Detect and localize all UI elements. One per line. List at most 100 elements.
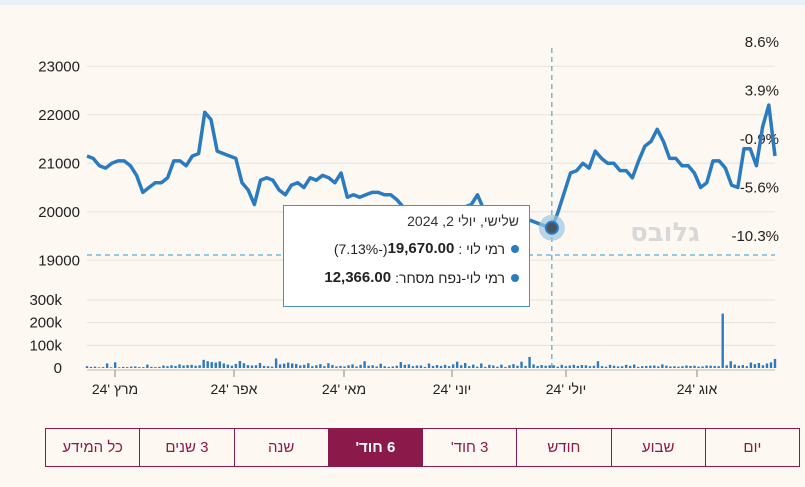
volume-bar [496, 366, 499, 368]
volume-bar [319, 364, 322, 368]
volume-bar [592, 365, 596, 368]
volume-bar [371, 365, 374, 368]
volume-bar [524, 365, 527, 368]
volume-bar [399, 362, 403, 368]
volume-bar [439, 365, 443, 368]
volume-bar [270, 366, 274, 368]
volume-bar [93, 366, 97, 368]
volume-bar [608, 364, 612, 368]
volume-bar [568, 365, 572, 368]
volume-bar [693, 365, 696, 368]
x-tick-label: יולי '24 [546, 381, 586, 397]
y-right-tick-label: -10.3% [731, 228, 779, 245]
tooltip-volume-label: רמי לוי-נפח מסחר: [395, 269, 505, 286]
volume-bar [246, 365, 250, 368]
range-tab[interactable]: כל המידע [62, 439, 123, 456]
volume-bar [154, 367, 157, 368]
volume-bar [387, 366, 390, 368]
volume-bar [174, 365, 177, 368]
volume-bar [419, 365, 423, 368]
volume-bar [685, 365, 688, 368]
volume-bar [713, 365, 716, 368]
volume-bar [343, 366, 346, 368]
volume-bar [194, 365, 197, 368]
volume-bar [278, 364, 282, 368]
volume-bar [649, 365, 652, 368]
volume-bar [709, 365, 712, 368]
volume-bar [701, 366, 704, 368]
volume-bar [560, 364, 563, 368]
volume-bar [681, 366, 684, 368]
data-tooltip: שלישי, יולי 2, 2024 רמי לוי : 19,670.00 … [283, 205, 530, 307]
volume-bar [407, 364, 411, 368]
volume-bar [552, 365, 555, 368]
volume-bar [468, 366, 471, 368]
volume-bar [146, 364, 149, 368]
volume-bar [295, 363, 298, 368]
volume-bar [122, 366, 125, 368]
volume-bar [323, 366, 326, 368]
volume-bar [101, 367, 105, 368]
volume-bar [286, 362, 290, 368]
volume-bar [520, 361, 523, 368]
volume-bar [202, 359, 205, 368]
volume-bar [230, 365, 234, 368]
range-tab[interactable]: 3 שנים [139, 429, 233, 466]
range-tab[interactable]: שנה [233, 429, 328, 466]
range-tabs: יום שבוע חודש 3 חוד' 6 חוד' שנה 3 שנים כל המידע [45, 428, 800, 467]
volume-bar [109, 367, 113, 368]
volume-bar [717, 366, 720, 368]
volume-bar [299, 365, 302, 368]
volume-bar [637, 366, 640, 368]
x-tick-label: מרץ '24 [92, 381, 138, 397]
globes-watermark: גלובס [630, 218, 700, 248]
volume-bar [242, 363, 246, 368]
volume-bar [459, 365, 463, 368]
volume-bar [311, 366, 314, 368]
volume-bar [150, 366, 153, 368]
volume-bar [226, 364, 230, 368]
x-tick-label: אוג '24 [677, 381, 718, 397]
volume-bar [339, 365, 342, 368]
volume-bar [403, 364, 407, 368]
range-tab[interactable]: שבוע [610, 429, 705, 466]
volume-bar [753, 364, 757, 368]
tooltip-price-value: 19,670.00 [387, 240, 455, 257]
range-tab[interactable]: חודש [516, 429, 610, 466]
volume-bar [773, 358, 777, 368]
volume-bar [359, 364, 362, 368]
y-axis-left: 23000 22000 21000 20000 19000 [38, 58, 80, 269]
volume-bar [540, 365, 543, 368]
volume-bar [705, 365, 708, 368]
y-right-tick-label: -5.6% [740, 180, 779, 197]
range-tab[interactable]: יום [704, 429, 799, 466]
volume-bar [166, 366, 169, 368]
volume-bar [733, 364, 736, 368]
volume-bar [89, 366, 93, 368]
range-tab[interactable]: 6 חוד' [327, 429, 422, 466]
volume-bar [697, 366, 700, 368]
volume-bar [415, 365, 419, 368]
volume-bar [653, 365, 656, 368]
volume-bar [600, 366, 604, 368]
series-dot-icon [511, 244, 519, 253]
volume-bar [504, 366, 507, 368]
volume-bar [258, 363, 262, 368]
volume-bar [757, 363, 761, 368]
volume-bar [105, 363, 109, 368]
volume-bar [508, 365, 511, 368]
range-tab[interactable]: 3 חוד' [422, 429, 516, 466]
volume-bar [379, 363, 382, 368]
stock-chart[interactable]: גלובס 23000 22000 21000 20000 19000 8.6% 3.9%… [0, 0, 805, 420]
volume-bar [290, 363, 294, 368]
volume-bar [673, 366, 676, 368]
highlight-point[interactable] [544, 220, 559, 235]
volume-bar [182, 365, 185, 368]
y-tick-label: 19000 [38, 252, 80, 269]
volume-bar [741, 365, 745, 368]
volume-bar [266, 366, 270, 368]
tooltip-date: שלישי, יולי 2, 2024 [407, 213, 519, 229]
volume-bar [327, 363, 330, 368]
volume-bar [725, 365, 728, 368]
volume-bar [544, 365, 547, 368]
